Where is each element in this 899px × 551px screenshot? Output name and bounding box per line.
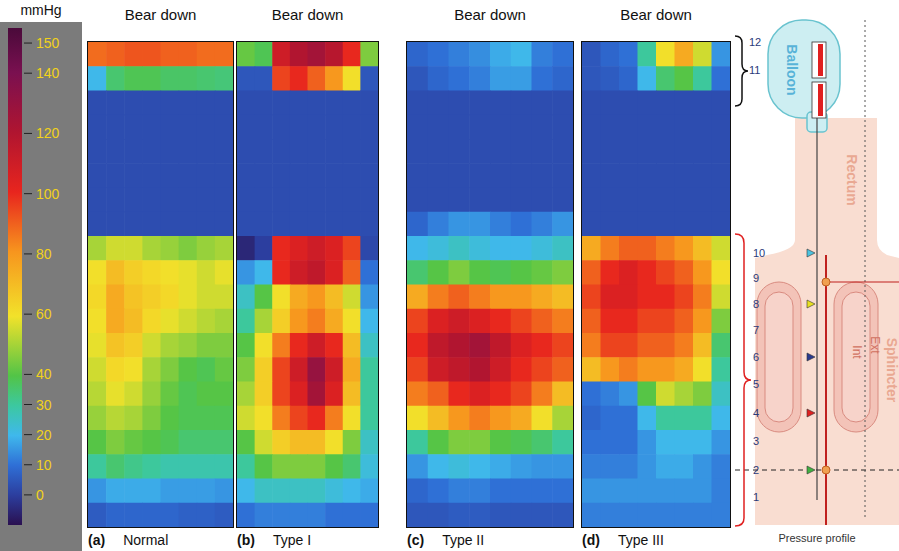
html-text:(c): (c) [407,532,425,548]
svg-text:10: 10 [753,247,765,259]
html-text:Normal: Normal [123,532,169,548]
svg-text:20: 20 [36,427,52,443]
html-text:mmHg: mmHg [20,2,62,18]
svg-text:3: 3 [753,435,759,447]
svg-text:10: 10 [36,457,52,473]
svg-text:Ext: Ext [868,336,882,354]
svg-text:Sphincter: Sphincter [884,338,899,403]
svg-text:6: 6 [753,351,759,363]
html-text:Type II: Type II [442,532,485,548]
svg-text:80: 80 [36,246,52,262]
svg-text:0: 0 [36,487,44,503]
html-text:Bear down: Bear down [454,6,526,23]
svg-text:140: 140 [36,65,60,81]
svg-text:8: 8 [753,298,759,310]
html-text:Bear down: Bear down [271,6,344,23]
svg-text:40: 40 [36,366,52,382]
svg-text:150: 150 [36,35,60,51]
svg-text:1: 1 [753,491,759,503]
html-text:Bear down: Bear down [620,6,692,23]
html-text:Bear down: Bear down [124,6,197,23]
svg-text:5: 5 [753,378,759,390]
html-text:Type III: Type III [617,532,664,548]
svg-text:30: 30 [36,397,52,413]
svg-text:2: 2 [753,464,759,476]
svg-text:Rectum: Rectum [844,154,860,205]
html-text:(a): (a) [88,532,106,548]
svg-text:9: 9 [753,272,759,284]
svg-text:11: 11 [749,64,760,76]
html-text:(b): (b) [237,532,255,548]
svg-text:Int: Int [850,345,864,359]
html-text:(d): (d) [582,532,600,548]
svg-text:4: 4 [753,407,759,419]
svg-text:Pressure profile: Pressure profile [778,532,855,544]
svg-text:7: 7 [753,324,759,336]
svg-text:100: 100 [36,186,60,202]
svg-text:120: 120 [36,125,60,141]
svg-text:Balloon: Balloon [784,44,800,95]
html-text:Type I: Type I [272,532,311,548]
svg-text:12: 12 [749,36,761,48]
svg-text:60: 60 [36,306,52,322]
